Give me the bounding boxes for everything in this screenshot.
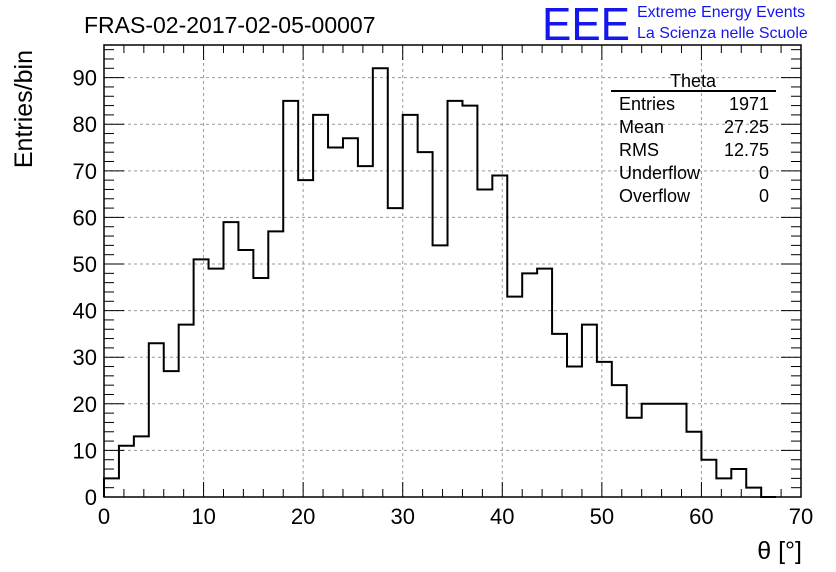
- stats-box: Theta Entries 1971 Mean 27.25 RMS 12.75 Underf…: [611, 71, 776, 206]
- y-axis-label: Entries/bin: [10, 50, 38, 168]
- y-tick-label: 0: [85, 485, 97, 510]
- y-tick-label: 80: [73, 112, 97, 137]
- histogram-series: [103, 67, 777, 498]
- histogram-bin: [746, 488, 761, 497]
- y-tick-label: 90: [73, 66, 97, 91]
- stats-row-value: 12.75: [724, 140, 769, 160]
- x-tick-label: 0: [98, 504, 110, 529]
- histogram-bin: [507, 297, 522, 497]
- histogram-bin: [642, 404, 657, 497]
- stats-row-label: Overflow: [619, 186, 691, 206]
- eee-logo: EEE Extreme Energy Events La Scienza nel…: [542, 0, 808, 50]
- histogram-bin: [716, 478, 731, 497]
- histogram-bin: [328, 148, 343, 497]
- histogram-bin: [223, 222, 238, 497]
- y-tick-label: 70: [73, 159, 97, 184]
- histogram-bin: [433, 245, 448, 497]
- histogram-bin: [731, 469, 746, 497]
- stats-row-value: 0: [759, 186, 769, 206]
- stats-row-label: Underflow: [619, 163, 701, 183]
- histogram-bin: [403, 115, 418, 497]
- histogram-bin: [477, 189, 492, 497]
- logo-line-1: Extreme Energy Events: [637, 4, 805, 21]
- stats-row-value: 0: [759, 163, 769, 183]
- y-tick-label: 30: [73, 345, 97, 370]
- x-tick-label: 60: [689, 504, 713, 529]
- histogram-bin: [164, 371, 179, 497]
- histogram-bin: [268, 231, 283, 497]
- histogram-bin: [627, 418, 642, 497]
- histogram-bin: [672, 404, 687, 497]
- plot-frame: [103, 44, 802, 498]
- histogram-outline: [103, 67, 777, 498]
- histogram-bin: [597, 362, 612, 497]
- stats-row-label: Entries: [619, 94, 675, 114]
- histogram-bin: [134, 436, 149, 497]
- histogram-bin: [686, 432, 701, 497]
- histogram-bin: [283, 101, 298, 497]
- histogram-bin: [238, 250, 253, 497]
- stats-row-value: 27.25: [724, 117, 769, 137]
- histogram-bin: [582, 325, 597, 497]
- stats-row-value: 1971: [729, 94, 769, 114]
- histogram-bin: [612, 385, 627, 497]
- histogram-bin: [194, 259, 209, 497]
- histogram-bin: [179, 325, 194, 497]
- x-tick-label: 70: [789, 504, 813, 529]
- y-tick-label: 10: [73, 438, 97, 463]
- histogram-bin: [373, 68, 388, 497]
- chart-title: FRAS-02-2017-02-05-00007: [84, 12, 376, 38]
- histogram-bin: [537, 269, 552, 497]
- histogram-bin: [552, 334, 567, 497]
- histogram-bin: [492, 175, 507, 497]
- histogram-bin: [358, 166, 373, 497]
- histogram-bin: [701, 460, 716, 497]
- histogram-bin: [149, 343, 164, 497]
- grid: [104, 45, 801, 497]
- histogram-bin: [209, 269, 224, 497]
- histogram-bin: [462, 106, 477, 497]
- histogram-bin: [119, 446, 134, 497]
- y-tick-label: 60: [73, 205, 97, 230]
- stats-row-label: RMS: [619, 140, 659, 160]
- histogram-bin: [313, 115, 328, 497]
- histogram-bin: [418, 152, 433, 497]
- x-tick-label: 50: [590, 504, 614, 529]
- x-axis: 0 10 20 30 40 50 60 70: [98, 45, 813, 529]
- histogram-bin: [388, 208, 403, 497]
- stats-row-label: Mean: [619, 117, 664, 137]
- histogram-bin: [343, 138, 358, 497]
- histogram-bin: [253, 278, 268, 497]
- x-axis-label: θ [°]: [757, 537, 802, 565]
- stats-box-title: Theta: [670, 71, 717, 91]
- histogram-bin: [448, 101, 463, 497]
- eee-logo-mark: EEE: [542, 0, 630, 50]
- x-tick-label: 30: [390, 504, 414, 529]
- histogram-bin: [522, 273, 537, 497]
- x-tick-label: 40: [490, 504, 514, 529]
- histogram-bin: [298, 180, 313, 497]
- y-tick-label: 50: [73, 252, 97, 277]
- y-tick-label: 40: [73, 299, 97, 324]
- plot-area-border: [103, 44, 802, 498]
- logo-line-2: La Scienza nelle Scuole: [637, 25, 808, 42]
- y-axis: 0 10 20 30 40 50 60 70 80 90: [73, 49, 801, 510]
- x-tick-label: 20: [291, 504, 315, 529]
- histogram-bin: [567, 367, 582, 497]
- y-tick-label: 20: [73, 392, 97, 417]
- x-tick-label: 10: [191, 504, 215, 529]
- histogram-bin: [657, 404, 672, 497]
